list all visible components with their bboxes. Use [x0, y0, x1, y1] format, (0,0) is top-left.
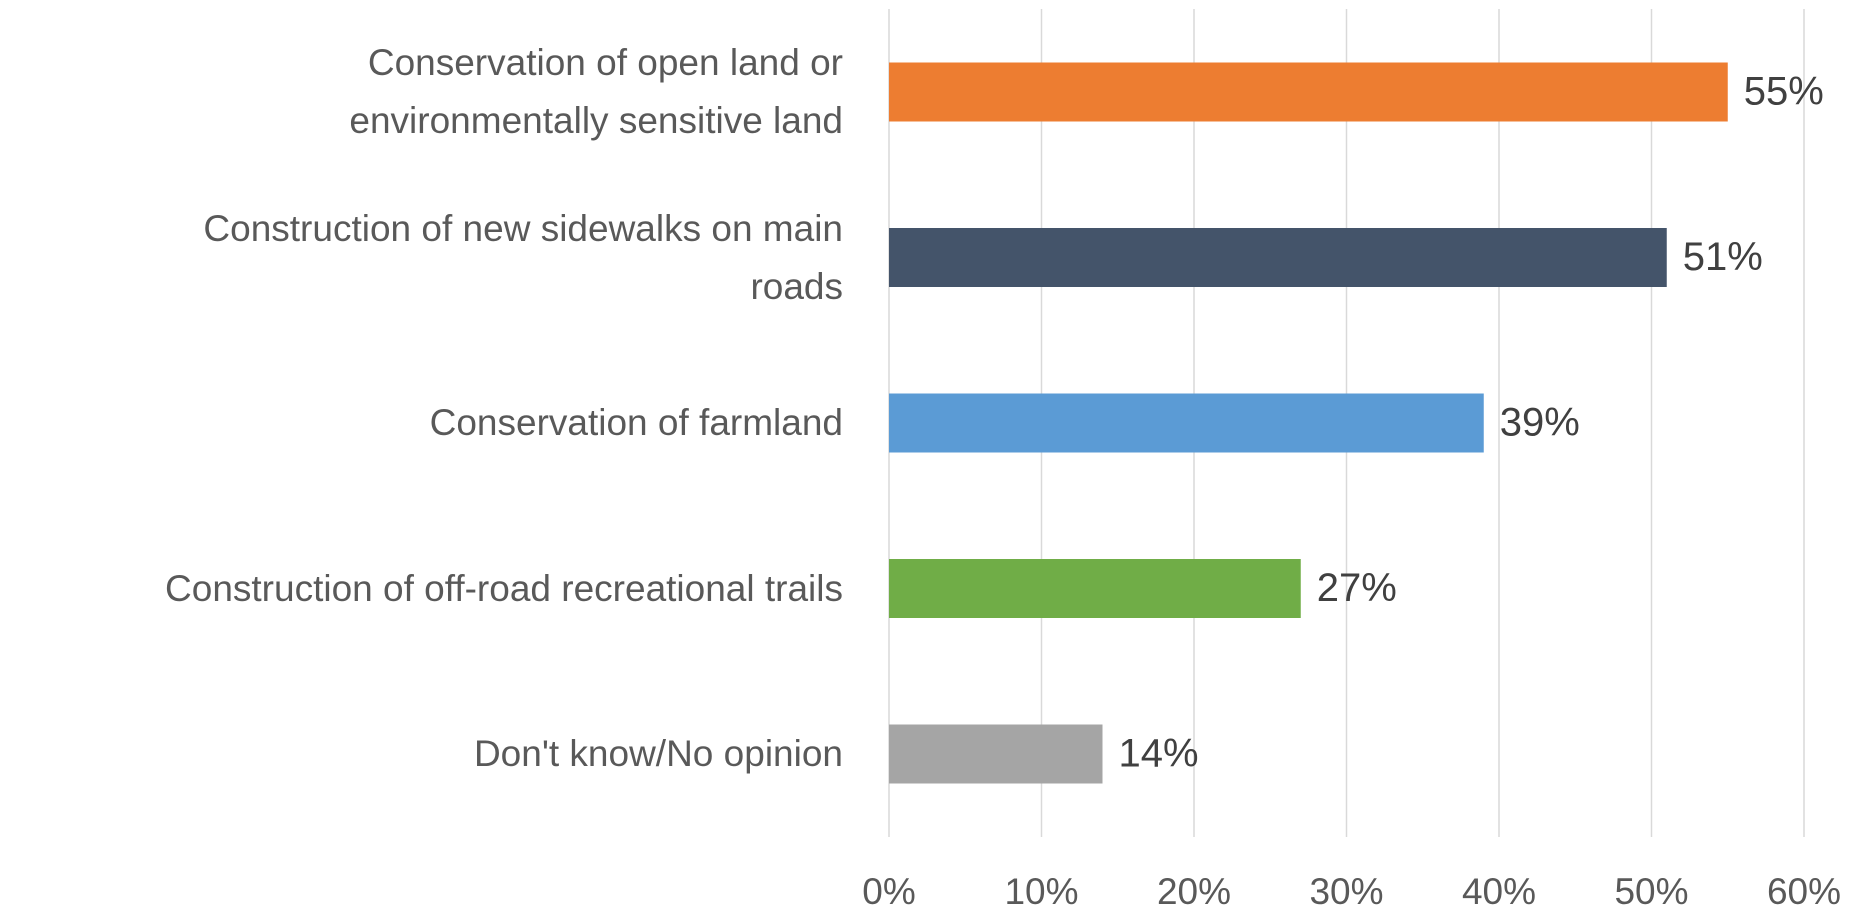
value-label: 27%: [1317, 566, 1397, 610]
x-tick-label: 10%: [1004, 871, 1078, 912]
bar: [889, 559, 1301, 618]
value-label: 39%: [1500, 401, 1580, 445]
value-label: 51%: [1683, 235, 1763, 279]
category-label: Conservation of farmland: [429, 402, 843, 443]
x-tick-label: 20%: [1157, 871, 1231, 912]
x-tick-label: 60%: [1767, 871, 1841, 912]
category-label: Conservation of open land or environment…: [349, 42, 843, 141]
bar: [889, 228, 1667, 287]
category-label: Construction of new sidewalks on main ro…: [203, 207, 843, 307]
value-label: 55%: [1744, 70, 1824, 114]
x-tick-label: 40%: [1462, 871, 1536, 912]
bar: [889, 62, 1728, 122]
bar: [889, 393, 1484, 453]
bar: [889, 724, 1103, 784]
category-label: Construction of off-road recreational tr…: [165, 567, 843, 609]
x-tick-label: 30%: [1309, 871, 1383, 912]
value-label: 14%: [1119, 732, 1199, 776]
x-tick-label: 0%: [862, 871, 915, 912]
category-label: Don't know/No opinion: [473, 733, 843, 774]
x-tick-label: 50%: [1614, 871, 1688, 912]
